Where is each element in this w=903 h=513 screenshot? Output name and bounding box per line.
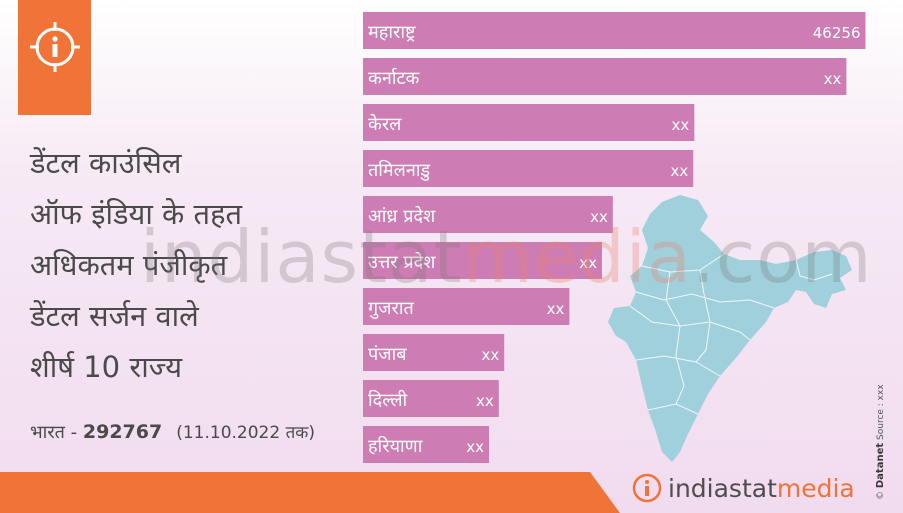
category-label: पंजाब bbox=[368, 344, 407, 365]
value-label: xx bbox=[476, 392, 494, 410]
brand-logo: indiastat media bbox=[632, 470, 855, 506]
title-line: डेंटल सर्जन वाले bbox=[30, 299, 199, 333]
category-label: हरियाणा bbox=[368, 435, 423, 457]
value-label: xx bbox=[481, 346, 499, 364]
source-credit: © Datanet Source : xxx bbox=[875, 384, 886, 500]
bar bbox=[363, 12, 866, 49]
title-line: शीर्ष 10 राज्य bbox=[30, 350, 183, 384]
category-label: कर्नाटक bbox=[368, 67, 421, 89]
title-line: ऑफ इंडिया के तहत bbox=[30, 197, 243, 231]
value-label: xx bbox=[824, 70, 842, 88]
total-value: 292767 bbox=[82, 421, 163, 443]
category-label: आंध्र प्रदेश bbox=[368, 205, 436, 227]
brand-part2: media bbox=[776, 473, 855, 503]
india-map-icon bbox=[608, 195, 852, 462]
watermark: indiastatmedia.com bbox=[140, 215, 873, 299]
watermark-part1: indiastat bbox=[140, 215, 463, 299]
total-label: भारत - bbox=[30, 422, 83, 443]
bar bbox=[363, 426, 490, 463]
brand-part1: indiastat bbox=[668, 473, 777, 503]
chart-title: डेंटल काउंसिल ऑफ इंडिया के तहत अधिकतम पं… bbox=[30, 138, 330, 393]
bar bbox=[363, 380, 499, 417]
title-line: अधिकतम पंजीकृत bbox=[30, 248, 228, 282]
credit-source: Source : xxx bbox=[876, 384, 886, 440]
value-label: xx bbox=[466, 438, 484, 456]
category-label: तमिलनाडु bbox=[368, 159, 431, 181]
india-total: भारत - 292767 (11.10.2022 तक) bbox=[30, 420, 315, 444]
info-icon bbox=[30, 22, 80, 72]
bar bbox=[363, 242, 602, 279]
info-tab bbox=[18, 0, 91, 115]
category-label: दिल्ली bbox=[368, 389, 408, 411]
value-label: xx bbox=[670, 162, 688, 180]
category-label: उत्तर प्रदेश bbox=[368, 251, 436, 273]
info-logo-icon bbox=[632, 473, 662, 503]
total-date: (11.10.2022 तक) bbox=[176, 423, 315, 443]
bar bbox=[363, 196, 613, 233]
value-label: xx bbox=[547, 300, 565, 318]
bar bbox=[363, 150, 694, 187]
bar bbox=[363, 58, 847, 95]
footer-bar bbox=[0, 472, 620, 513]
watermark-part2: media bbox=[462, 215, 692, 299]
value-label: 46256 bbox=[813, 24, 861, 42]
title-line: डेंटल काउंसिल bbox=[30, 146, 182, 180]
value-label: xx bbox=[672, 116, 690, 134]
bar bbox=[363, 288, 570, 325]
value-label: xx bbox=[590, 208, 608, 226]
datanet-logo-icon: © bbox=[876, 491, 886, 500]
category-label: महाराष्ट्र bbox=[368, 22, 416, 43]
value-label: xx bbox=[579, 254, 597, 272]
category-label: केरल bbox=[368, 113, 402, 135]
bar bbox=[363, 104, 695, 141]
bar bbox=[363, 334, 505, 371]
category-label: गुजरात bbox=[368, 298, 415, 319]
credit-brand: Datanet bbox=[875, 442, 886, 489]
watermark-part3: .com bbox=[691, 215, 873, 299]
